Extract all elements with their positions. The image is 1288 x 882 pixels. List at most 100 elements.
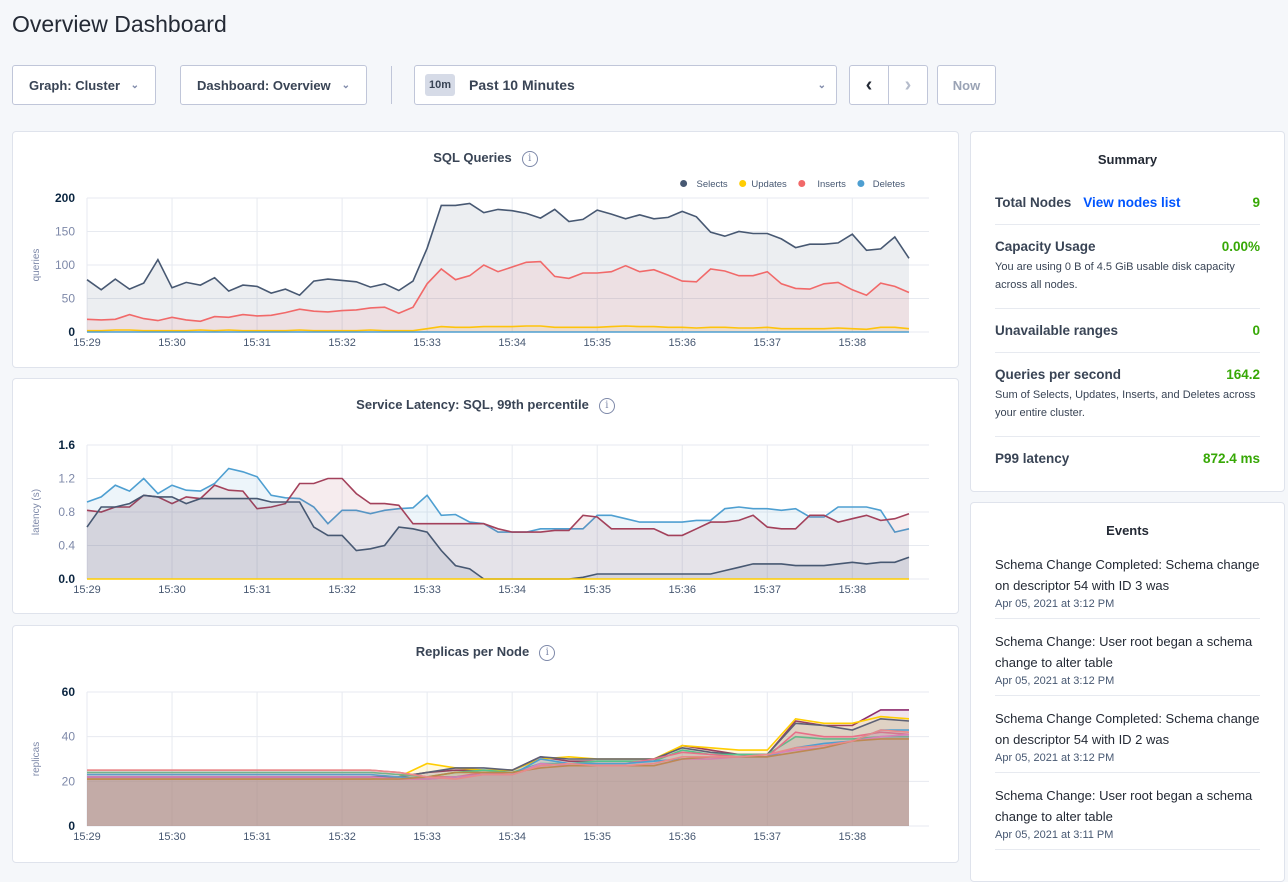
chevron-down-icon: ⌄	[817, 79, 826, 91]
series-area	[87, 732, 909, 826]
label: Total Nodes	[995, 195, 1072, 210]
next-time-button[interactable]: ›	[888, 65, 928, 105]
y-tick-label: 0.4	[58, 539, 75, 553]
value: 0.00%	[1221, 239, 1260, 254]
y-tick-label: 100	[55, 258, 75, 272]
y-tick-label: 0.8	[58, 505, 75, 519]
info-icon[interactable]: i	[539, 644, 556, 661]
series-area	[87, 738, 909, 826]
event-text: Schema Change: User root began a schema …	[995, 788, 1253, 824]
x-tick-label: 15:35	[583, 584, 611, 596]
description: Sum of Selects, Updates, Inserts, and De…	[995, 389, 1256, 419]
value: 9	[1252, 195, 1260, 210]
event-item[interactable]: Schema Change Completed: Schema change o…	[995, 542, 1260, 619]
x-tick-label: 15:30	[158, 831, 186, 843]
legend-swatch	[739, 180, 747, 187]
value: 164.2	[1226, 367, 1260, 382]
x-tick-label: 15:37	[754, 831, 782, 843]
event-item[interactable]: Schema Change: User root began a schema …	[995, 773, 1260, 850]
legend-label: Deletes	[873, 179, 905, 190]
x-tick-label: 15:36	[668, 831, 696, 843]
y-tick-label: 150	[55, 225, 75, 239]
x-tick-label: 15:34	[498, 831, 526, 843]
y-tick-label: 0	[68, 325, 75, 339]
series-area	[87, 495, 909, 579]
x-tick-label: 15:30	[158, 584, 186, 596]
event-item[interactable]: Schema Change: User root began a schema …	[995, 619, 1260, 696]
x-tick-label: 15:38	[839, 337, 867, 349]
legend-swatch	[798, 180, 806, 187]
replicas-per-node-chart: Replicas per Node i 15:29 15:30 15:31 15:32 1…	[12, 625, 959, 863]
label: Capacity Usage	[995, 239, 1096, 254]
y-tick-label: 0.0	[58, 572, 75, 586]
legend-label: Inserts	[817, 179, 846, 190]
series-line	[86, 260, 910, 323]
y-axis-label: latency (s)	[31, 489, 42, 535]
legend-label: Updates	[751, 179, 787, 190]
now-button[interactable]: Now	[937, 65, 996, 105]
info-icon[interactable]: i	[521, 150, 538, 167]
x-tick-label: 15:29	[73, 831, 101, 843]
summary-capacity: Capacity Usage 0.00% You are using 0 B of …	[995, 225, 1260, 309]
event-date: Apr 05, 2021 at 3:12 PM	[995, 752, 1115, 764]
x-tick-label: 15:32	[328, 584, 356, 596]
x-tick-label: 15:35	[583, 831, 611, 843]
prev-time-button[interactable]: ‹	[849, 65, 889, 105]
info-icon[interactable]: i	[598, 397, 615, 414]
x-tick-label: 15:35	[583, 337, 611, 349]
time-badge: 10m	[425, 74, 456, 96]
x-tick-label: 15:33	[413, 831, 441, 843]
summary-panel: Summary Total Nodes View nodes list 9 Capa…	[970, 131, 1285, 492]
chart-title: Service Latency: SQL, 99th percentile	[356, 397, 589, 412]
label: Queries per second	[995, 367, 1122, 382]
y-tick-label: 60	[62, 685, 76, 699]
value: 0	[1252, 323, 1260, 338]
x-tick-label: 15:30	[158, 337, 186, 349]
time-range-select[interactable]: 10m Past 10 Minutes ⌄	[414, 65, 837, 105]
view-nodes-link[interactable]: View nodes list	[1083, 195, 1181, 210]
chart-svg: 15:29 15:30 15:31 15:32 15:33 15:34 15:35 15:36…	[31, 438, 929, 596]
y-tick-label: 1.2	[58, 472, 75, 486]
series-line	[87, 325, 910, 332]
y-tick-label: 200	[55, 191, 75, 205]
event-item[interactable]: Schema Change Completed: Schema change o…	[995, 696, 1260, 773]
chevron-right-icon: ›	[904, 73, 912, 96]
series-area	[87, 478, 909, 579]
summary-qps: Queries per second 164.2 Sum of Selects, U…	[995, 353, 1260, 437]
x-tick-label: 15:34	[498, 337, 526, 349]
x-tick-label: 15:38	[839, 831, 867, 843]
time-range-label: Past 10 Minutes	[469, 77, 575, 93]
dashboard-select-label: Dashboard: Overview	[197, 77, 331, 93]
x-tick-label: 15:33	[413, 337, 441, 349]
series-line	[87, 729, 910, 780]
x-tick-label: 15:31	[243, 337, 271, 349]
event-date: Apr 05, 2021 at 3:11 PM	[995, 829, 1114, 841]
legend-swatch	[680, 180, 688, 187]
x-tick-label: 15:37	[754, 584, 782, 596]
summary-p99: P99 latency 872.4 ms	[995, 437, 1260, 480]
y-tick-label: 50	[62, 292, 76, 306]
legend-swatch	[857, 180, 865, 187]
x-tick-label: 15:37	[754, 337, 782, 349]
y-tick-label: 1.6	[58, 438, 75, 452]
series-area	[87, 203, 909, 332]
y-tick-label: 0	[68, 819, 75, 833]
chart-svg: 15:29 15:30 15:31 15:32 15:33 15:34 15:35 15:36…	[31, 685, 929, 843]
x-tick-label: 15:31	[243, 831, 271, 843]
y-axis-label: queries	[31, 249, 42, 282]
service-latency-chart: Service Latency: SQL, 99th percentile i 1…	[12, 378, 959, 614]
event-date: Apr 05, 2021 at 3:12 PM	[995, 675, 1115, 687]
x-tick-label: 15:36	[668, 337, 696, 349]
x-tick-label: 15:32	[328, 337, 356, 349]
graph-select[interactable]: Graph: Cluster ⌄	[12, 65, 156, 105]
events-panel: Events Schema Change Completed: Schema c…	[970, 502, 1285, 882]
x-tick-label: 15:38	[839, 584, 867, 596]
label: Unavailable ranges	[995, 323, 1119, 338]
legend-label: Selects	[697, 179, 728, 190]
chevron-down-icon: ⌄	[341, 79, 350, 91]
toolbar-divider	[391, 66, 392, 104]
chart-title: SQL Queries	[433, 150, 512, 165]
y-axis-label: replicas	[31, 742, 42, 776]
dashboard-select[interactable]: Dashboard: Overview ⌄	[180, 65, 367, 105]
series-line	[86, 477, 910, 537]
